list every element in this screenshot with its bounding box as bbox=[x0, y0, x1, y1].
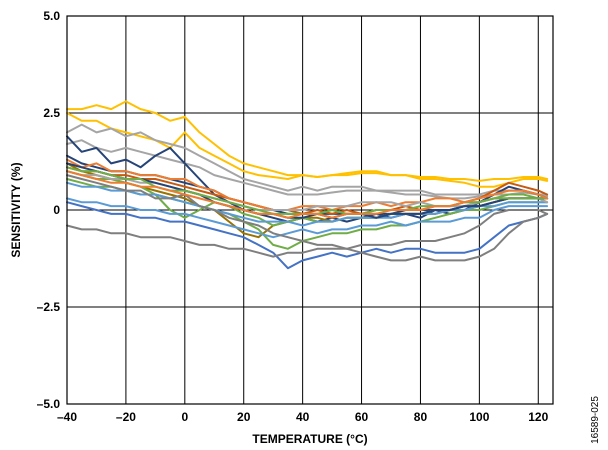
plot-frame bbox=[66, 15, 554, 405]
y-tick-label: 2.5 bbox=[43, 106, 60, 120]
x-tick-label: 60 bbox=[355, 410, 369, 424]
series-line-20 bbox=[66, 170, 549, 219]
x-tick-label: 120 bbox=[528, 410, 548, 424]
y-tick-label: 0 bbox=[53, 203, 60, 217]
series-line-13 bbox=[66, 197, 549, 239]
series-group bbox=[66, 100, 549, 270]
x-tick-label: –20 bbox=[116, 410, 136, 424]
series-line-16 bbox=[66, 174, 549, 262]
x-tick-labels: –40 –20 0 20 40 60 80 100 120 bbox=[57, 410, 549, 424]
series-line-3 bbox=[66, 123, 549, 196]
series-line-15 bbox=[66, 209, 549, 258]
x-tick-label: 0 bbox=[181, 410, 188, 424]
x-axis-title: TEMPERATURE (°C) bbox=[252, 432, 367, 446]
x-tick-label: 80 bbox=[414, 410, 428, 424]
x-tick-label: 100 bbox=[469, 410, 489, 424]
y-tick-label: 5.0 bbox=[43, 9, 60, 23]
x-tick-label: 40 bbox=[296, 410, 310, 424]
series-line-4 bbox=[66, 139, 549, 200]
x-tick-label: –40 bbox=[57, 410, 77, 424]
figure-id: 16589-025 bbox=[590, 396, 601, 444]
series-line-2 bbox=[66, 112, 549, 188]
y-tick-label: –2.5 bbox=[37, 300, 61, 314]
y-tick-labels: –5.0 –2.5 0 2.5 5.0 bbox=[37, 9, 61, 411]
series-line-12 bbox=[66, 201, 549, 270]
x-tick-label: 20 bbox=[237, 410, 251, 424]
y-axis-title: SENSITIVITY (%) bbox=[9, 162, 23, 257]
series-line-18 bbox=[66, 162, 549, 219]
y-tick-label: –5.0 bbox=[37, 397, 61, 411]
